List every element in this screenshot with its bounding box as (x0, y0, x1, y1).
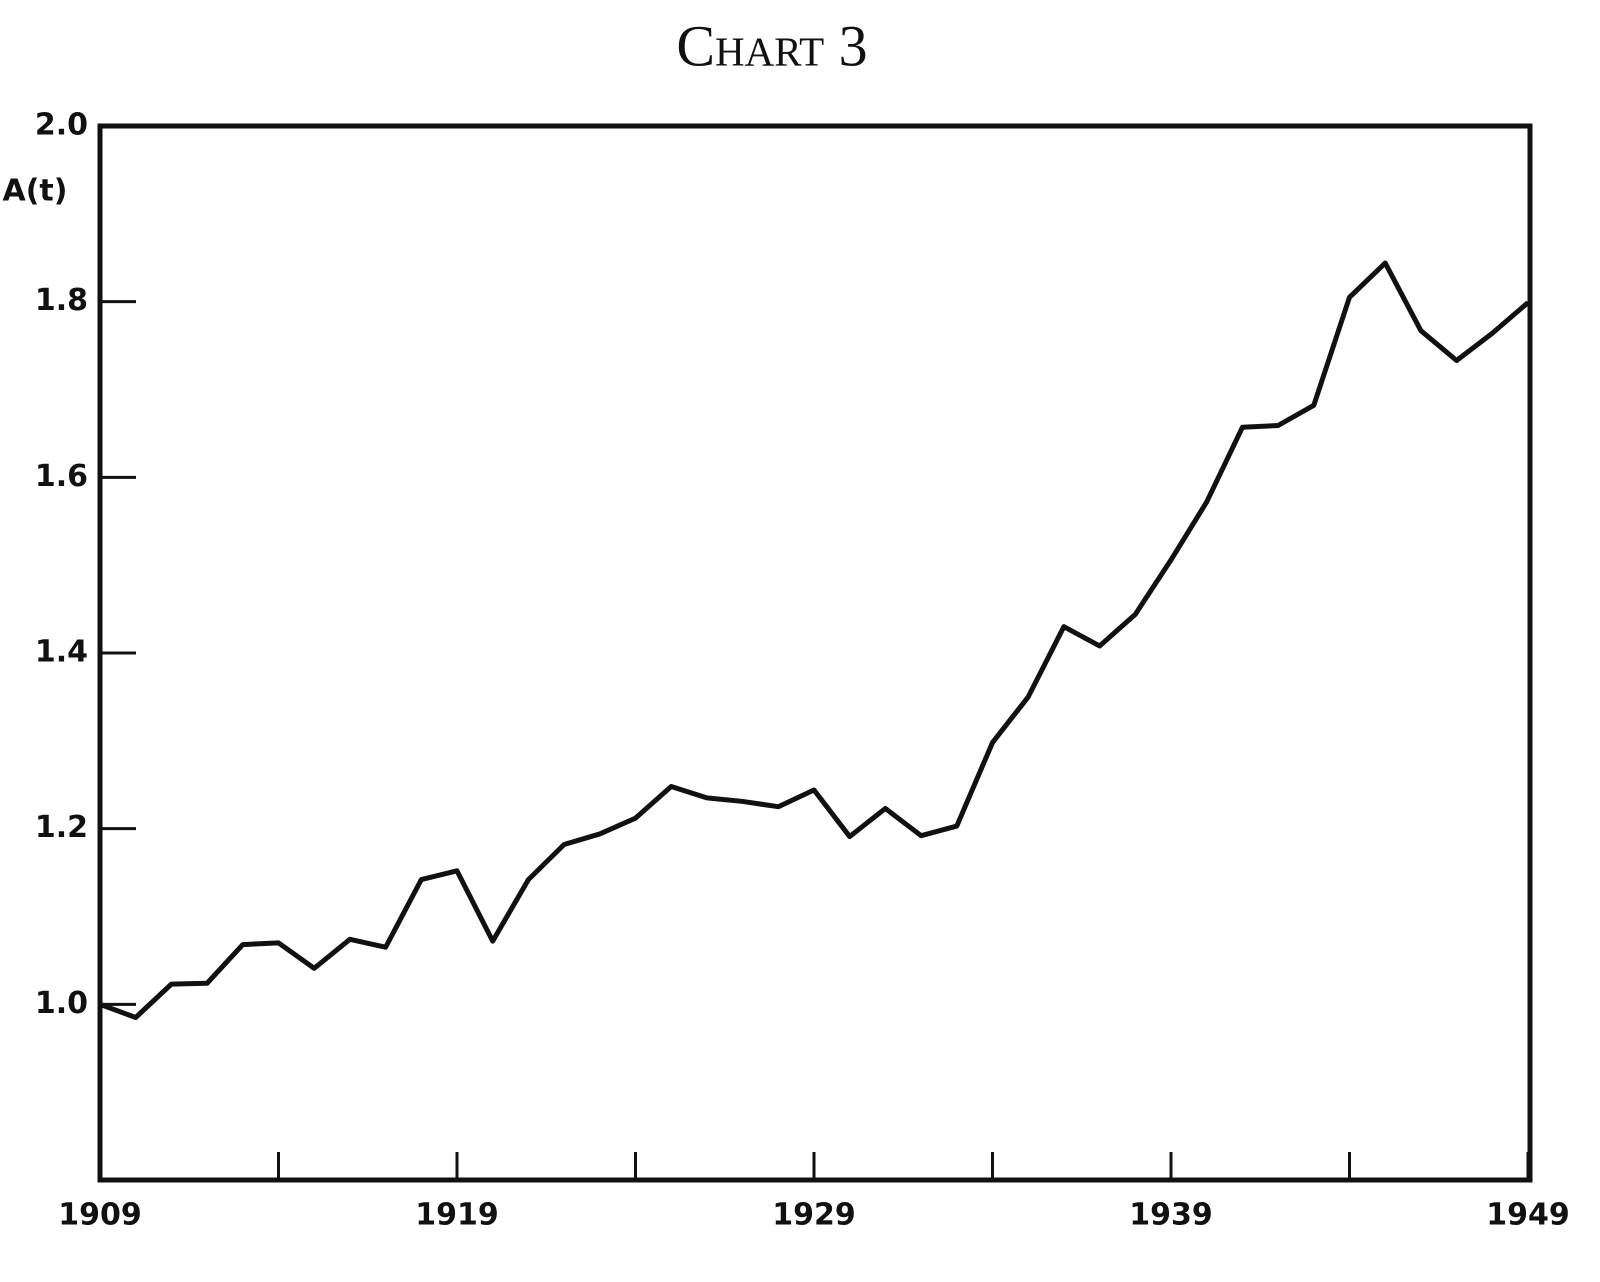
y-axis-label: A(t) (3, 174, 68, 209)
y-tick-label: 2.0 (35, 108, 88, 143)
y-tick-label: 1.8 (35, 283, 88, 318)
y-tick-label: 1.0 (35, 986, 88, 1021)
y-tick-label: 1.2 (35, 810, 88, 845)
x-tick-label: 1919 (415, 1198, 499, 1233)
y-tick-label: 1.6 (35, 459, 88, 494)
plot-frame (97, 123, 1533, 1183)
chart-title: Chart 3 (676, 13, 867, 78)
x-tick-label: 1949 (1486, 1198, 1570, 1233)
x-tick-label: 1939 (1129, 1198, 1213, 1233)
x-tick-label: 1929 (772, 1198, 856, 1233)
x-tick-label: 1909 (58, 1198, 142, 1233)
y-tick-label: 1.4 (35, 635, 88, 670)
data-line (99, 260, 1530, 1021)
